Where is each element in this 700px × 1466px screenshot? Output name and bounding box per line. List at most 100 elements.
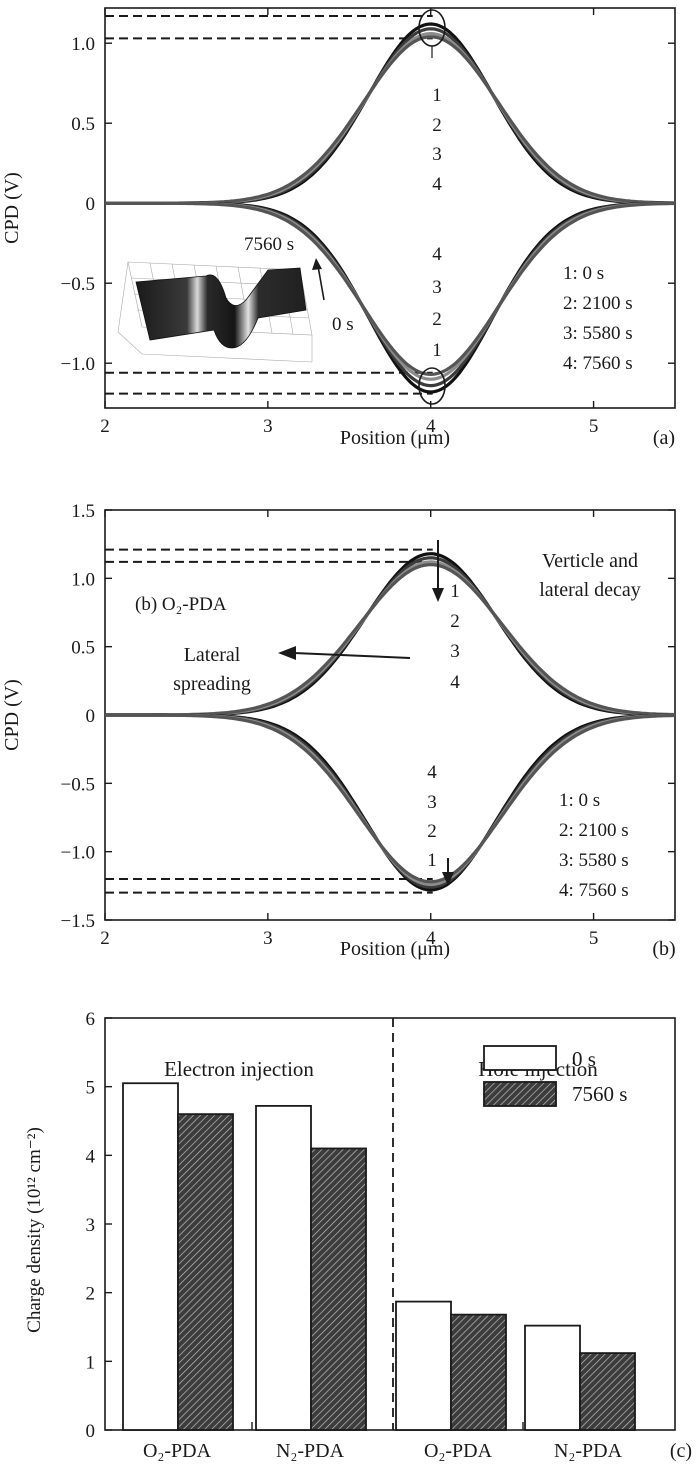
y-tick-label: 1 — [86, 1352, 96, 1373]
inset-surface: 7560 s 0 s — [117, 234, 354, 363]
curve-number-top-4: 4 — [432, 174, 442, 195]
legend-entry-7560s: 7560 s — [572, 1082, 627, 1106]
inset-surface-shape — [135, 267, 307, 349]
y-tick-label: 0.5 — [71, 114, 95, 135]
bar-7560s-2 — [310, 1147, 367, 1431]
curve-number-bottom-4: 4 — [432, 244, 442, 265]
inset-label-0s: 0 s — [332, 314, 354, 335]
curve-number-top-3: 3 — [432, 144, 442, 165]
bar-7560s-3 — [450, 1313, 507, 1431]
reference-lines — [105, 15, 433, 395]
panel-title: (b) O₂-PDA — [135, 594, 227, 615]
ticks: 2 3 4 5 1.0 0.5 0 −0.5 −1.0 — [61, 8, 675, 437]
legend-entry-2: 2: 2100 s — [563, 293, 633, 314]
reference-lines — [105, 548, 433, 894]
curve-number-bottom-3: 3 — [432, 277, 442, 298]
series-curve-positive-2 — [105, 27, 675, 205]
legend-entry-4: 4: 7560 s — [559, 880, 629, 901]
y-tick-label: 6 — [86, 1009, 96, 1030]
x-tick-label: 3 — [263, 928, 273, 949]
x-tick-label: 5 — [589, 416, 599, 437]
category-label-3: O₂-PDA — [424, 1440, 493, 1462]
y-tick-label: −0.5 — [61, 774, 95, 795]
legend-entry-0s: 0 s — [572, 1047, 596, 1071]
curve-number-bottom-1: 1 — [427, 850, 437, 871]
bar-7560s-4 — [579, 1352, 636, 1431]
curve-number-bottom-4: 4 — [427, 762, 437, 783]
y-tick-label: 5 — [86, 1078, 96, 1099]
y-axis-label: CPD (V) — [1, 172, 23, 244]
legend-swatch-7560s — [483, 1081, 557, 1107]
y-tick-label: 3 — [86, 1215, 96, 1236]
x-tick-label: 2 — [100, 416, 110, 437]
y-tick-label: −0.5 — [61, 274, 95, 295]
panel-label-b: (b) — [652, 938, 675, 960]
y-tick-label: 1.0 — [71, 569, 95, 590]
bar-0s-2 — [255, 1104, 312, 1431]
y-tick-label: 2 — [86, 1284, 96, 1305]
series-curve-negative-4 — [105, 201, 676, 377]
series-curves — [105, 22, 676, 394]
legend-entry-4: 4: 7560 s — [563, 353, 633, 374]
annotation-lateral-2: spreading — [173, 673, 251, 695]
curve-number-top-1: 1 — [450, 581, 460, 602]
curve-number-bottom-1: 1 — [432, 340, 442, 361]
panel-a: 2 3 4 5 1.0 0.5 0 −0.5 −1.0 1 2 3 4 4 3 2 1 1: 0… — [1, 7, 676, 449]
panel-label-a: (a) — [653, 427, 675, 449]
y-tick-label: 0 — [86, 194, 96, 215]
legend: 0 s 7560 s — [483, 1045, 627, 1107]
legend-swatch-0s — [483, 1045, 557, 1071]
legend-entry-2: 2: 2100 s — [559, 820, 629, 841]
bar-0s-4 — [524, 1324, 581, 1431]
legend-entry-3: 3: 5580 s — [559, 850, 629, 871]
y-tick-label: 0.5 — [71, 638, 95, 659]
bar-0s-3 — [395, 1300, 452, 1431]
bar-0s-1 — [122, 1082, 179, 1431]
inset-arrow-head — [312, 258, 322, 270]
x-tick-label: 2 — [100, 928, 110, 949]
category-label-4: N₂-PDA — [554, 1440, 623, 1462]
legend-entry-3: 3: 5580 s — [563, 323, 633, 344]
x-tick-label: 4 — [426, 928, 436, 949]
curve-number-top-2: 2 — [432, 115, 442, 136]
panel-b: 2 3 4 5 1.5 1.0 0.5 0 −0.5 −1.0 −1.5 1 2 3 4 4 3 2… — [1, 501, 676, 960]
legend-entry-1: 1: 0 s — [559, 790, 600, 811]
ticks: 2 3 4 5 1.5 1.0 0.5 0 −0.5 −1.0 −1.5 — [61, 501, 675, 949]
curve-number-top-1: 1 — [432, 85, 442, 106]
panel-label-c: (c) — [670, 1440, 692, 1462]
bars — [122, 1082, 636, 1431]
peak-marker-bottom — [418, 367, 446, 405]
category-label-2: N₂-PDA — [276, 1440, 345, 1462]
decay-arrow-bottom — [442, 858, 454, 886]
curve-number-bottom-2: 2 — [427, 821, 437, 842]
y-tick-label: 4 — [86, 1146, 96, 1167]
x-tick-label: 4 — [426, 416, 436, 437]
annotation-vertical-decay-2: lateral decay — [539, 579, 641, 601]
bar-7560s-1 — [177, 1113, 234, 1431]
x-tick-label: 3 — [263, 416, 273, 437]
series-curves — [105, 552, 676, 892]
y-tick-label: 1.5 — [71, 501, 95, 522]
legend: 1: 0 s 2: 2100 s 3: 5580 s 4: 7560 s — [559, 790, 629, 901]
curve-number-top-3: 3 — [450, 641, 460, 662]
x-tick-label: 5 — [589, 928, 599, 949]
annotation-vertical-decay-1: Verticle and — [542, 550, 638, 572]
lateral-arrow — [278, 646, 411, 660]
decay-arrow-top — [432, 540, 444, 602]
curve-number-top-2: 2 — [450, 611, 460, 632]
y-tick-label: 1.0 — [71, 34, 95, 55]
category-label-1: O₂-PDA — [143, 1440, 212, 1462]
series-curve-negative-4 — [105, 713, 676, 884]
y-tick-label: 0 — [86, 1421, 96, 1442]
y-tick-label: −1.0 — [61, 354, 95, 375]
ticks: 0 1 2 3 4 5 6 — [86, 1009, 524, 1442]
curve-number-bottom-3: 3 — [427, 792, 437, 813]
annotation-lateral-1: Lateral — [184, 644, 241, 666]
y-axis-label: Charge density (10¹² cm⁻²) — [24, 1127, 45, 1333]
y-axis-label: CPD (V) — [1, 679, 23, 751]
x-axis-label: Position (μm) — [340, 427, 450, 449]
plot-frame — [104, 7, 676, 409]
legend-entry-1: 1: 0 s — [563, 263, 604, 284]
